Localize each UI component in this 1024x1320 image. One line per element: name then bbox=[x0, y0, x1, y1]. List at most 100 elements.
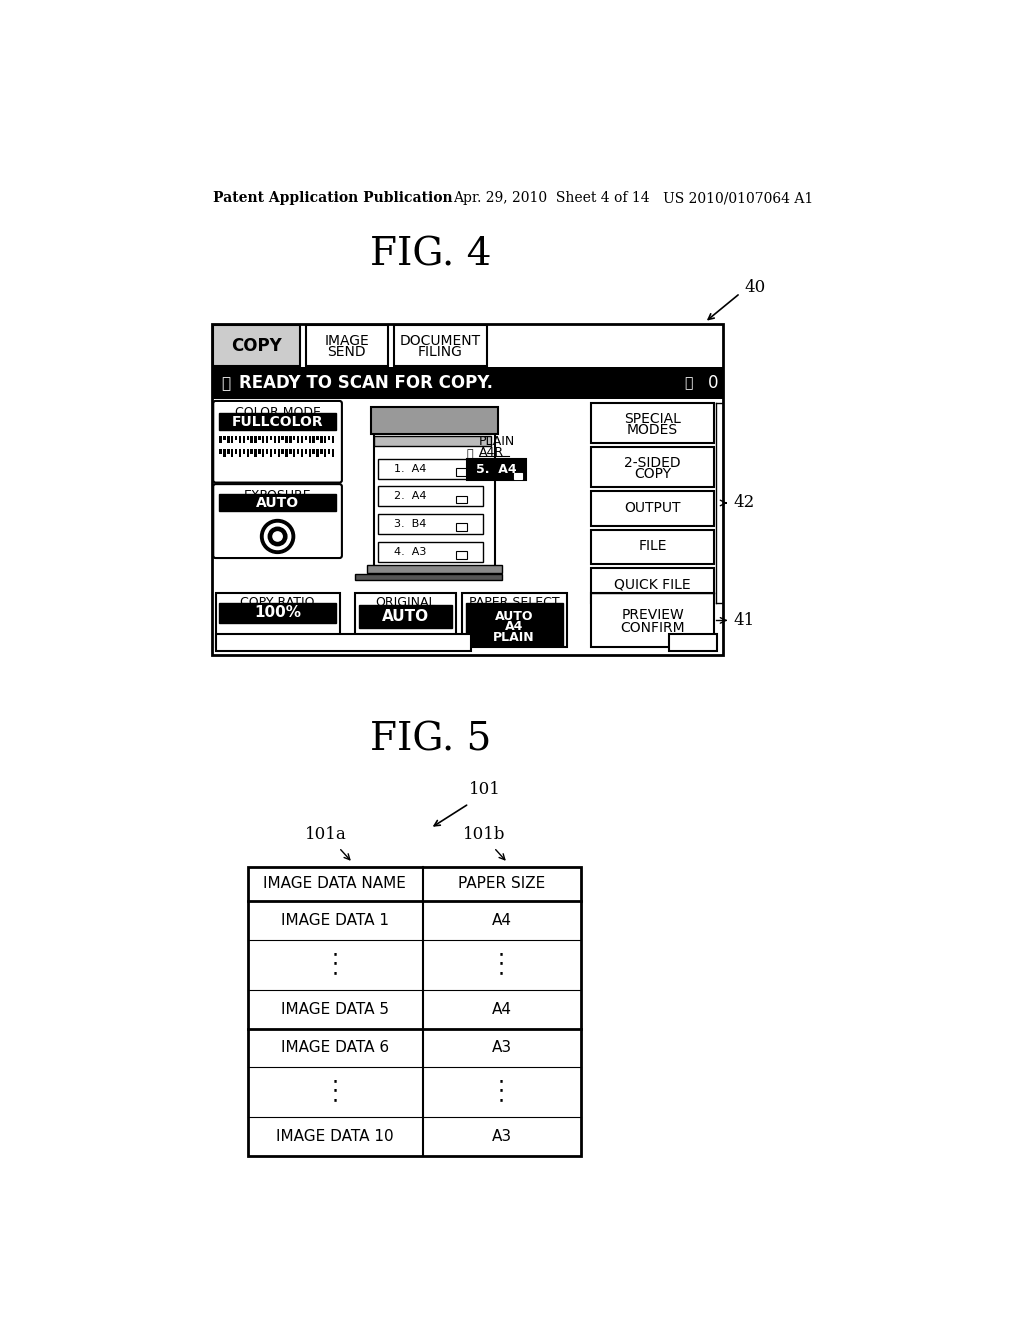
Bar bbox=[378, 459, 483, 479]
Text: 4.  A3: 4. A3 bbox=[394, 546, 426, 557]
Bar bbox=[273, 450, 276, 454]
Bar bbox=[324, 449, 327, 457]
Bar bbox=[254, 449, 257, 457]
Bar bbox=[456, 552, 467, 558]
Text: COLOR MODE: COLOR MODE bbox=[234, 407, 321, 418]
Text: SPECIAL: SPECIAL bbox=[625, 412, 681, 426]
Bar bbox=[234, 450, 238, 454]
Text: US 2010/0107064 A1: US 2010/0107064 A1 bbox=[663, 191, 813, 206]
Bar bbox=[282, 450, 284, 454]
Text: ⎙: ⎙ bbox=[221, 376, 230, 391]
Text: IMAGE DATA 10: IMAGE DATA 10 bbox=[276, 1129, 394, 1144]
Bar bbox=[316, 436, 318, 441]
Text: EXPOSURE: EXPOSURE bbox=[244, 490, 311, 502]
Bar bbox=[216, 635, 471, 651]
Text: OUTPUT: OUTPUT bbox=[625, 502, 681, 515]
Bar bbox=[371, 407, 499, 434]
Bar bbox=[592, 447, 714, 487]
Text: ⋅: ⋅ bbox=[332, 954, 339, 974]
Text: FILING: FILING bbox=[418, 346, 463, 359]
Text: PLAIN: PLAIN bbox=[479, 436, 515, 449]
Text: 101b: 101b bbox=[463, 826, 506, 843]
Bar bbox=[312, 436, 314, 444]
Bar bbox=[456, 496, 467, 503]
Bar bbox=[328, 450, 331, 454]
Bar bbox=[306, 326, 388, 367]
Text: 101a: 101a bbox=[305, 826, 346, 843]
Bar bbox=[669, 635, 717, 651]
Bar bbox=[378, 487, 483, 507]
Bar bbox=[308, 436, 311, 444]
Text: 0: 0 bbox=[708, 375, 718, 392]
Bar bbox=[289, 436, 292, 444]
Text: 2.  A4: 2. A4 bbox=[394, 491, 426, 502]
Text: PAPER SIZE: PAPER SIZE bbox=[458, 876, 545, 891]
Bar bbox=[262, 449, 264, 457]
Circle shape bbox=[273, 532, 283, 541]
Bar bbox=[231, 436, 233, 444]
Bar bbox=[247, 436, 249, 441]
Text: ⋅: ⋅ bbox=[332, 964, 339, 983]
Text: COPY: COPY bbox=[634, 467, 672, 480]
Bar bbox=[266, 450, 268, 454]
Bar bbox=[266, 436, 268, 444]
Bar bbox=[324, 436, 327, 444]
Bar bbox=[239, 436, 241, 444]
Text: FULLCOLOR: FULLCOLOR bbox=[231, 414, 324, 429]
Text: 1.  A4: 1. A4 bbox=[394, 463, 426, 474]
Bar bbox=[297, 450, 299, 454]
Text: MODES: MODES bbox=[627, 424, 678, 437]
Bar bbox=[289, 450, 292, 454]
Bar bbox=[258, 436, 260, 441]
Text: A4: A4 bbox=[505, 620, 523, 634]
Text: A4R: A4R bbox=[479, 446, 504, 459]
Bar bbox=[305, 450, 307, 454]
Circle shape bbox=[260, 520, 295, 553]
Text: ⋅: ⋅ bbox=[332, 1072, 339, 1093]
Bar bbox=[316, 449, 318, 457]
Bar bbox=[514, 473, 521, 479]
Text: Patent Application Publication: Patent Application Publication bbox=[213, 191, 453, 206]
Text: 41: 41 bbox=[733, 612, 755, 628]
Text: ⎘: ⎘ bbox=[684, 376, 693, 391]
Bar bbox=[247, 449, 249, 457]
Text: A4: A4 bbox=[492, 1002, 512, 1016]
Circle shape bbox=[268, 527, 287, 545]
Text: IMAGE DATA 1: IMAGE DATA 1 bbox=[281, 913, 389, 928]
Bar bbox=[297, 436, 299, 444]
Text: 5.  A4: 5. A4 bbox=[476, 463, 516, 477]
Bar bbox=[227, 436, 229, 444]
Bar bbox=[378, 543, 483, 562]
Text: A3: A3 bbox=[492, 1040, 512, 1055]
Bar bbox=[394, 326, 486, 367]
Bar bbox=[251, 450, 253, 454]
Text: A4: A4 bbox=[492, 913, 512, 928]
Bar bbox=[592, 568, 714, 603]
Text: ⎙: ⎙ bbox=[466, 449, 473, 459]
Text: 40: 40 bbox=[744, 280, 765, 296]
Bar bbox=[216, 594, 340, 647]
Bar bbox=[286, 436, 288, 444]
Circle shape bbox=[264, 523, 291, 549]
Bar bbox=[219, 436, 222, 444]
Bar bbox=[375, 430, 495, 569]
Bar bbox=[243, 450, 245, 454]
Text: PLAIN: PLAIN bbox=[494, 631, 535, 644]
Bar bbox=[219, 413, 336, 430]
Bar bbox=[293, 436, 295, 441]
Text: 100%: 100% bbox=[254, 605, 301, 620]
Bar bbox=[355, 574, 503, 581]
Bar bbox=[278, 449, 280, 457]
Text: ⋅: ⋅ bbox=[332, 945, 339, 965]
Bar bbox=[312, 450, 314, 454]
Bar bbox=[286, 449, 288, 457]
Bar bbox=[456, 524, 467, 531]
Bar bbox=[248, 867, 582, 1155]
Bar bbox=[258, 450, 260, 454]
Text: AUTO: AUTO bbox=[382, 609, 429, 624]
Text: 42: 42 bbox=[733, 495, 755, 511]
Bar bbox=[355, 594, 456, 647]
Bar bbox=[239, 449, 241, 457]
Text: ⋅: ⋅ bbox=[332, 1081, 339, 1102]
Text: FIG. 4: FIG. 4 bbox=[370, 236, 490, 273]
